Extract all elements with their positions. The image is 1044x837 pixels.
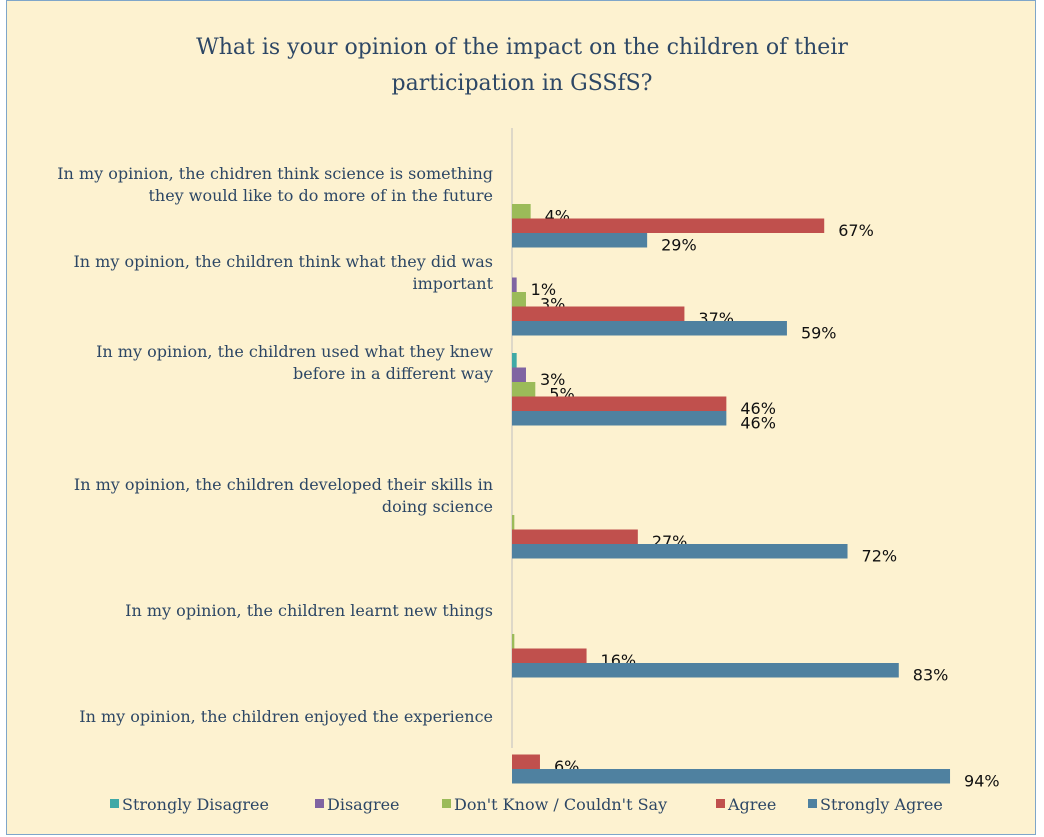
bar: [512, 529, 638, 544]
category-label: before in a different way: [293, 364, 493, 383]
bar: [512, 218, 825, 233]
data-label: 29%: [661, 236, 697, 255]
data-label: 46%: [740, 399, 776, 418]
legend-label: Disagree: [327, 795, 400, 814]
category-label: In my opinion, the children used what th…: [96, 342, 493, 361]
bar: [512, 382, 536, 397]
legend-label: Strongly Disagree: [122, 795, 269, 814]
data-label: 72%: [862, 547, 898, 566]
bar: [512, 411, 727, 426]
legend-swatch: [110, 799, 119, 808]
data-label: 67%: [838, 221, 874, 240]
data-label: 3%: [540, 370, 565, 389]
bar: [512, 306, 685, 321]
legend-label: Don't Know / Couldn't Say: [454, 795, 667, 814]
bar: [512, 292, 526, 307]
bar: [512, 634, 515, 649]
category-label: doing science: [382, 497, 493, 516]
bar: [512, 233, 648, 248]
bar: [512, 648, 587, 663]
category-label: In my opinion, the children developed th…: [74, 475, 493, 494]
data-label: 59%: [801, 324, 837, 343]
category-label: In my opinion, the children enjoyed the …: [79, 707, 493, 726]
bar: [512, 277, 517, 292]
legend-label: Agree: [727, 795, 776, 814]
chart-title: participation in GSSfS?: [392, 71, 653, 96]
category-label: In my opinion, the children learnt new t…: [125, 601, 493, 620]
bar: [512, 204, 531, 219]
bar: [512, 769, 951, 784]
bar: [512, 515, 515, 530]
legend-swatch: [716, 799, 725, 808]
data-label: 1%: [531, 280, 556, 299]
bar: [512, 663, 899, 678]
bar: [512, 353, 517, 368]
bar: [512, 754, 540, 769]
legend-swatch: [442, 799, 451, 808]
category-label: they would like to do more of in the fut…: [148, 186, 493, 205]
category-label: important: [412, 274, 493, 293]
data-label: 94%: [964, 772, 1000, 791]
category-label: In my opinion, the chidren think science…: [57, 164, 493, 183]
category-label: In my opinion, the children think what t…: [73, 252, 493, 271]
chart-title: What is your opinion of the impact on th…: [196, 35, 848, 60]
bar: [512, 396, 727, 411]
bar: [512, 544, 848, 559]
bar: [512, 321, 787, 336]
bar: [512, 367, 526, 382]
legend-label: Strongly Agree: [820, 795, 943, 814]
data-label: 46%: [740, 414, 776, 433]
legend-swatch: [808, 799, 817, 808]
legend-swatch: [315, 799, 324, 808]
data-label: 83%: [913, 666, 949, 685]
